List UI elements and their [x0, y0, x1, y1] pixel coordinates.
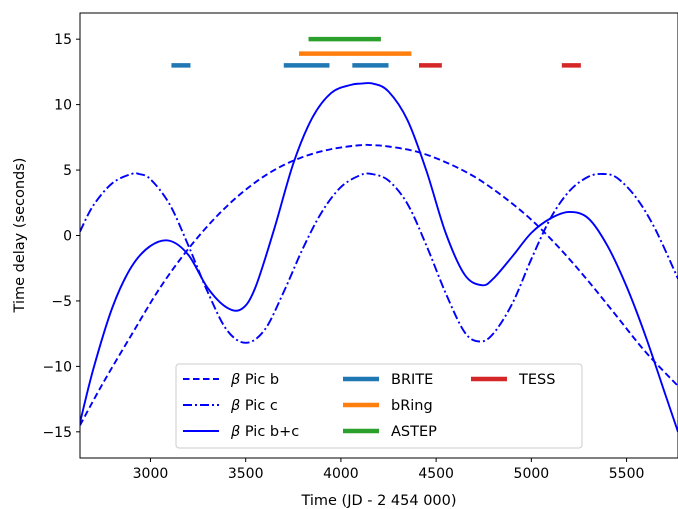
y-tick-label-4: 5	[63, 163, 72, 179]
y-tick-label-3: 0	[63, 229, 72, 245]
legend-label-0: β Pic b	[230, 372, 279, 388]
x-tick-label-4: 5000	[514, 466, 550, 482]
y-tick-label-0: −15	[42, 425, 72, 441]
legend-label-4: bRing	[391, 398, 433, 414]
series-line-0	[80, 143, 678, 426]
y-tick-label-6: 15	[54, 32, 72, 48]
legend-label-6: TESS	[518, 372, 555, 388]
legend-label-2: β Pic b+c	[230, 424, 299, 440]
y-tick-label-2: −5	[51, 294, 72, 310]
series-layer	[80, 36, 678, 433]
x-tick-label-0: 3000	[133, 466, 169, 482]
x-tick-label-2: 4000	[323, 466, 359, 482]
y-tick-label-5: 10	[54, 98, 72, 114]
y-axis: −15 −10 −5 0 5 10 15	[42, 32, 80, 441]
series-line-1	[80, 172, 678, 344]
series-line-2	[80, 82, 678, 433]
x-axis-label: Time (JD - 2 454 000)	[300, 493, 456, 509]
legend-label-1: β Pic c	[230, 398, 278, 414]
x-axis: 3000 3500 4000 4500 5000 5500	[133, 458, 645, 482]
plot-area	[79, 12, 678, 459]
legend-label-5: ASTEP	[391, 424, 437, 440]
legend: β Pic b β Pic c β Pic b+c BRITE bRing ASTEP TE…	[175, 363, 583, 449]
legend-label-3: BRITE	[391, 372, 433, 388]
y-tick-label-1: −10	[42, 359, 72, 375]
x-tick-label-1: 3500	[228, 466, 264, 482]
y-axis-label: Time delay (seconds)	[12, 158, 28, 314]
x-tick-label-5: 5500	[609, 466, 645, 482]
x-tick-label-3: 4500	[418, 466, 454, 482]
